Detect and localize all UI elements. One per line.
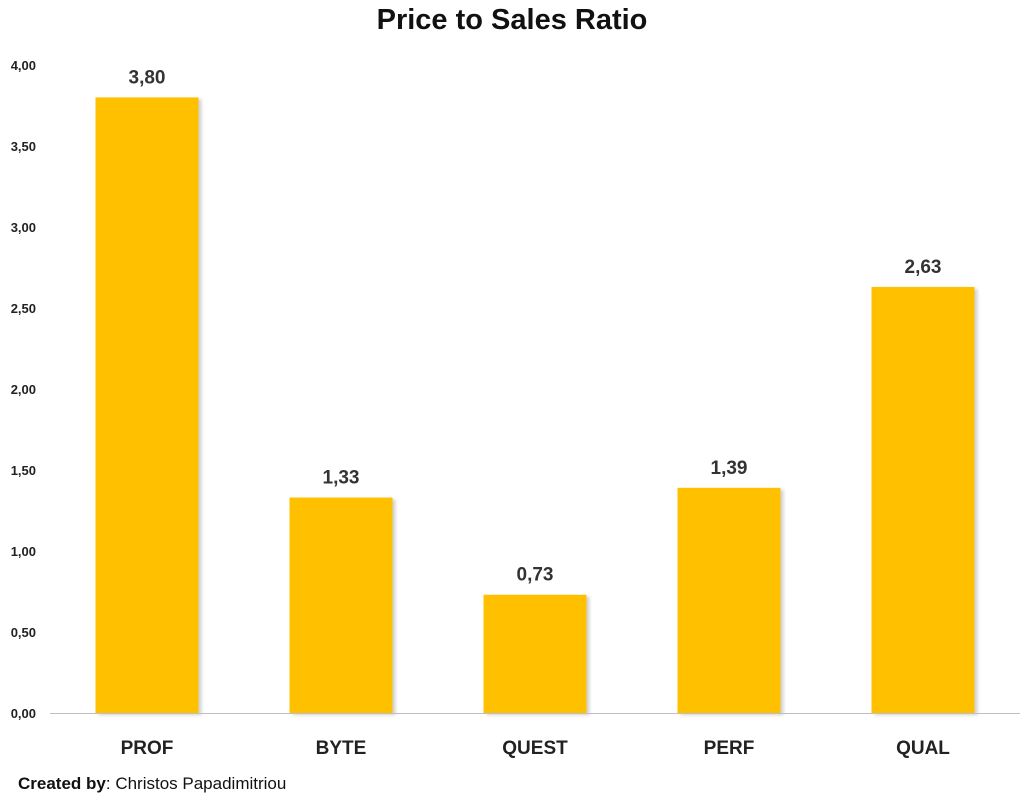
credit-footer: Created by: Christos Papadimitriou <box>18 774 286 794</box>
x-category-label: PERF <box>704 738 755 759</box>
x-axis-labels: PROF BYTE QUEST PERF QUAL <box>121 738 951 759</box>
author-name: : Christos Papadimitriou <box>105 774 287 793</box>
bar-byte <box>289 497 393 713</box>
y-tick-label: 3,00 <box>11 220 36 235</box>
y-tick-label: 4,00 <box>11 58 36 73</box>
data-labels: 3,80 1,33 0,73 1,39 2,63 <box>129 67 942 585</box>
chart-title: Price to Sales Ratio <box>376 4 648 36</box>
y-tick-label: 3,50 <box>11 139 36 154</box>
bar-perf <box>677 487 781 713</box>
data-label: 1,33 <box>323 468 360 489</box>
data-label: 2,63 <box>905 257 942 278</box>
y-tick-label: 0,00 <box>11 706 36 721</box>
y-axis-ticks: 0,00 0,50 1,00 1,50 2,00 2,50 3,00 3,50 4,00 <box>11 58 36 721</box>
bar-chart: 0,00 0,50 1,00 1,50 2,00 2,50 3,00 3,50 4,00 3,8… <box>11 58 1020 759</box>
y-tick-label: 2,00 <box>11 382 36 397</box>
data-label: 1,39 <box>711 458 748 479</box>
y-tick-label: 1,50 <box>11 463 36 478</box>
data-label: 3,80 <box>129 67 166 88</box>
data-label: 0,73 <box>517 565 554 586</box>
y-tick-label: 0,50 <box>11 625 36 640</box>
bars <box>95 97 975 713</box>
bar-prof <box>95 97 199 713</box>
y-tick-label: 1,00 <box>11 544 36 559</box>
bar-qual <box>871 286 975 713</box>
x-category-label: BYTE <box>316 738 367 759</box>
x-category-label: PROF <box>121 738 174 759</box>
x-category-label: QUEST <box>502 738 568 759</box>
y-tick-label: 2,50 <box>11 301 36 316</box>
x-category-label: QUAL <box>896 738 950 759</box>
created-by-label: Created by <box>18 774 106 793</box>
bar-quest <box>483 594 587 713</box>
